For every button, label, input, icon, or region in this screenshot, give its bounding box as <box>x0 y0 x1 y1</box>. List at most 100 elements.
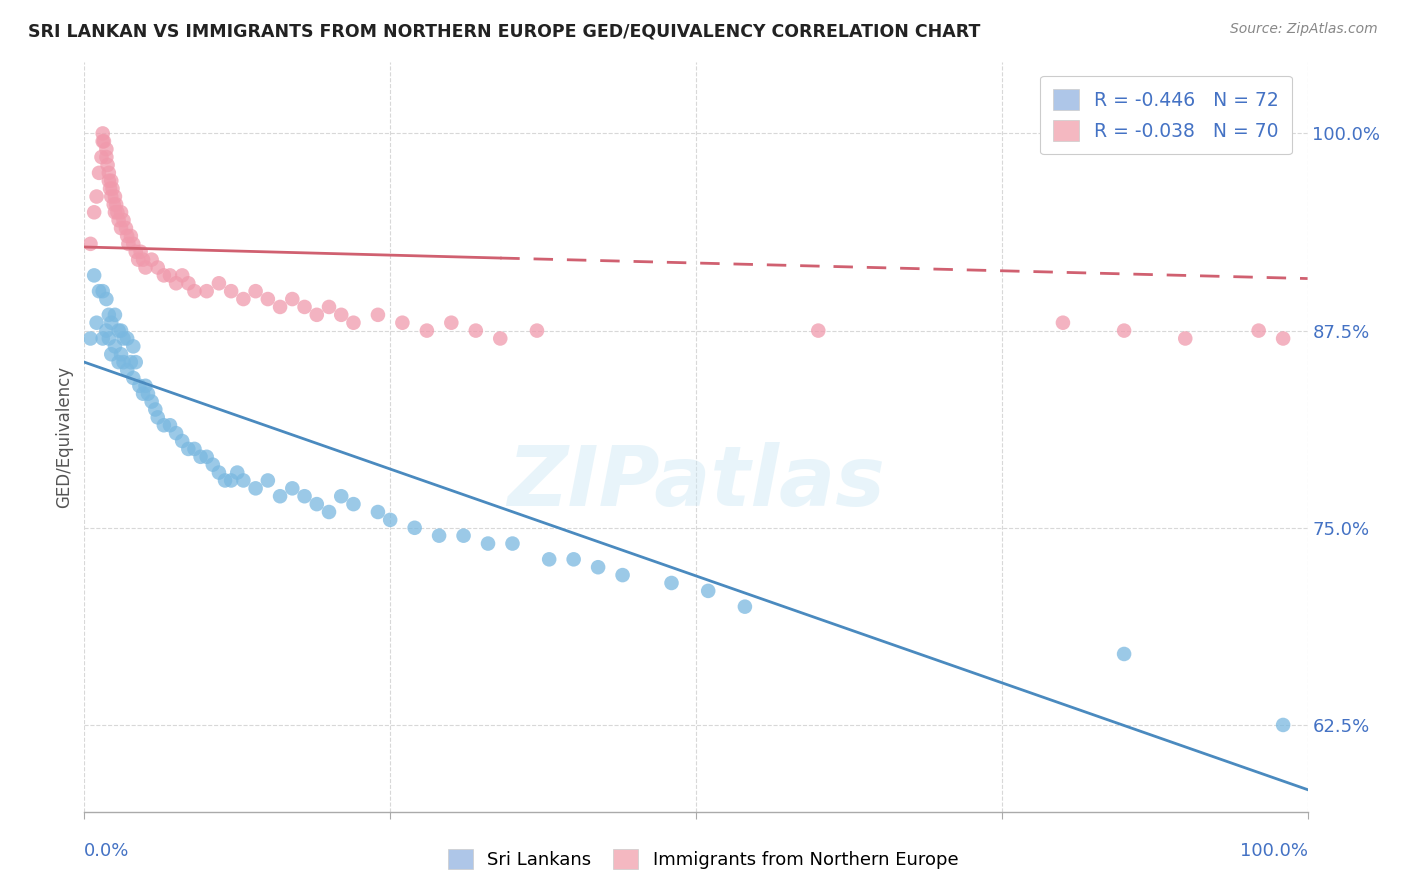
Point <box>214 474 236 488</box>
Point <box>245 284 267 298</box>
Point <box>453 529 475 543</box>
Point <box>208 277 231 291</box>
Point <box>464 324 486 338</box>
Point <box>112 331 135 345</box>
Point <box>96 150 118 164</box>
Point <box>120 229 142 244</box>
Point <box>380 513 402 527</box>
Point <box>1052 316 1074 330</box>
Point <box>195 450 218 464</box>
Point <box>526 324 548 338</box>
Point <box>125 244 148 259</box>
Point <box>83 205 105 219</box>
Text: 100.0%: 100.0% <box>1240 842 1308 860</box>
Point <box>177 442 200 456</box>
Point <box>257 292 280 306</box>
Point <box>440 316 463 330</box>
Text: Source: ZipAtlas.com: Source: ZipAtlas.com <box>1230 22 1378 37</box>
Point <box>83 268 105 283</box>
Point <box>281 481 304 495</box>
Point <box>153 268 176 283</box>
Point <box>86 316 108 330</box>
Point <box>183 442 205 456</box>
Point <box>391 316 413 330</box>
Point <box>404 521 426 535</box>
Point <box>110 221 132 235</box>
Point <box>115 221 138 235</box>
Point <box>226 466 249 480</box>
Text: SRI LANKAN VS IMMIGRANTS FROM NORTHERN EUROPE GED/EQUIVALENCY CORRELATION CHART: SRI LANKAN VS IMMIGRANTS FROM NORTHERN E… <box>28 22 980 40</box>
Point <box>342 316 364 330</box>
Point <box>342 497 364 511</box>
Point <box>105 205 128 219</box>
Point <box>318 505 340 519</box>
Point <box>172 268 194 283</box>
Legend: R = -0.446   N = 72, R = -0.038   N = 70: R = -0.446 N = 72, R = -0.038 N = 70 <box>1040 76 1292 154</box>
Point <box>97 174 120 188</box>
Point <box>90 150 112 164</box>
Point <box>86 189 108 203</box>
Point <box>159 268 181 283</box>
Point <box>269 300 291 314</box>
Point <box>177 277 200 291</box>
Point <box>153 418 176 433</box>
Point <box>305 308 328 322</box>
Point <box>107 355 129 369</box>
Point <box>120 355 142 369</box>
Point <box>159 418 181 433</box>
Point <box>269 489 291 503</box>
Point <box>110 324 132 338</box>
Point <box>97 166 120 180</box>
Point <box>79 331 101 345</box>
Point <box>232 474 254 488</box>
Point <box>97 308 120 322</box>
Point <box>122 236 145 251</box>
Point <box>208 466 231 480</box>
Text: 0.0%: 0.0% <box>84 842 129 860</box>
Point <box>477 536 499 550</box>
Point <box>91 134 114 148</box>
Point <box>104 308 127 322</box>
Point <box>281 292 304 306</box>
Point <box>245 481 267 495</box>
Point <box>232 292 254 306</box>
Point <box>1247 324 1270 338</box>
Point <box>91 127 114 141</box>
Point <box>122 371 145 385</box>
Text: ZIPatlas: ZIPatlas <box>508 442 884 523</box>
Point <box>122 339 145 353</box>
Point <box>219 474 242 488</box>
Point <box>104 339 127 353</box>
Point <box>125 355 148 369</box>
Point <box>1272 331 1295 345</box>
Point <box>367 505 389 519</box>
Point <box>132 386 155 401</box>
Point <box>115 229 138 244</box>
Point <box>115 363 138 377</box>
Point <box>96 324 118 338</box>
Point <box>105 197 128 211</box>
Point <box>107 213 129 227</box>
Point <box>96 292 118 306</box>
Point <box>612 568 634 582</box>
Point <box>128 379 150 393</box>
Point <box>87 284 110 298</box>
Point <box>135 260 157 275</box>
Point <box>294 300 316 314</box>
Point <box>1114 324 1136 338</box>
Point <box>330 489 353 503</box>
Point <box>318 300 340 314</box>
Point <box>165 426 187 441</box>
Point <box>112 355 135 369</box>
Point <box>807 324 830 338</box>
Point <box>697 583 720 598</box>
Point <box>97 331 120 345</box>
Point <box>146 260 169 275</box>
Point <box>132 252 155 267</box>
Point <box>100 316 122 330</box>
Point <box>219 284 242 298</box>
Point <box>661 576 683 591</box>
Point <box>129 244 152 259</box>
Point <box>87 166 110 180</box>
Point <box>367 308 389 322</box>
